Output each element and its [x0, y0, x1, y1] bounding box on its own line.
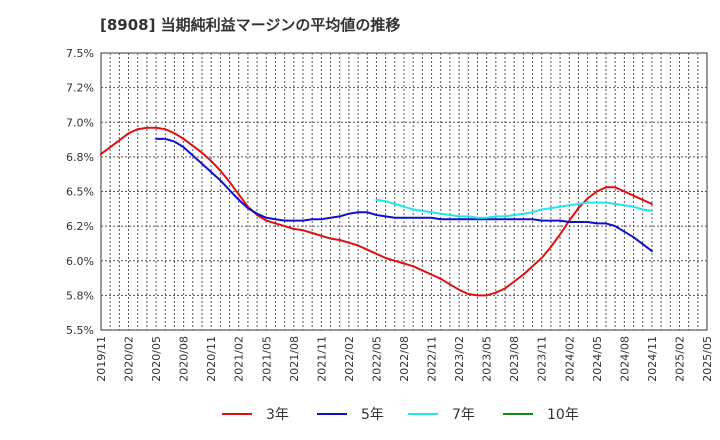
y-tick-label: 7.0%: [66, 116, 94, 129]
x-tick-label: 2022/05: [370, 336, 383, 382]
x-tick-label: 2021/08: [288, 336, 301, 382]
x-tick-label: 2022/08: [398, 336, 411, 382]
x-tick-label: 2023/05: [481, 336, 494, 382]
x-tick-label: 2025/02: [673, 336, 686, 382]
x-tick-label: 2023/02: [453, 336, 466, 382]
x-tick-label: 2020/08: [178, 336, 191, 382]
legend-label: 10年: [547, 407, 579, 423]
legend-label: 5年: [361, 407, 384, 423]
y-tick-label: 7.5%: [66, 47, 94, 60]
y-tick-label: 5.8%: [66, 289, 94, 302]
series-layer: [100, 126, 653, 297]
series-line-1: [100, 126, 653, 297]
x-tick-label: 2024/05: [591, 336, 604, 382]
series-line-3: [375, 198, 653, 219]
x-tick-label: 2020/11: [205, 336, 218, 382]
y-tick-label: 7.2%: [66, 82, 94, 95]
x-tick-label: 2022/02: [343, 336, 356, 382]
grid-layer: [100, 52, 708, 331]
x-tick-label: 2022/11: [426, 336, 439, 382]
x-tick-label: 2021/05: [260, 336, 273, 382]
chart-title: [8908] 当期純利益マージンの平均値の推移: [100, 16, 401, 34]
x-tick-label: 2024/02: [563, 336, 576, 382]
x-tick-label: 2024/08: [618, 336, 631, 382]
series-line-2: [155, 137, 653, 253]
x-tick-label: 2020/02: [123, 336, 136, 382]
x-tick-label: 2019/11: [95, 336, 108, 382]
x-tick-label: 2025/05: [701, 336, 714, 382]
legend-label: 7年: [452, 407, 475, 423]
y-tick-label: 5.5%: [66, 324, 94, 337]
x-tick-label: 2023/11: [536, 336, 549, 382]
x-tick-label: 2021/11: [315, 336, 328, 382]
y-tick-label: 6.5%: [66, 186, 94, 199]
axis-layer: 7.5% 7.2% 7.0% 6.8% 6.5% 6.2% 6.0% 5.8% 5.5%2019…: [66, 47, 714, 382]
y-tick-label: 6.8%: [66, 151, 94, 164]
x-tick-label: 2020/05: [150, 336, 163, 382]
x-tick-label: 2021/02: [233, 336, 246, 382]
x-tick-label: 2024/11: [646, 336, 659, 382]
legend: 3年 5年 7年 10年: [222, 407, 579, 423]
y-tick-label: 6.0%: [66, 255, 94, 268]
y-tick-label: 6.2%: [66, 220, 94, 233]
x-tick-label: 2023/08: [508, 336, 521, 382]
legend-label: 3年: [266, 407, 289, 423]
